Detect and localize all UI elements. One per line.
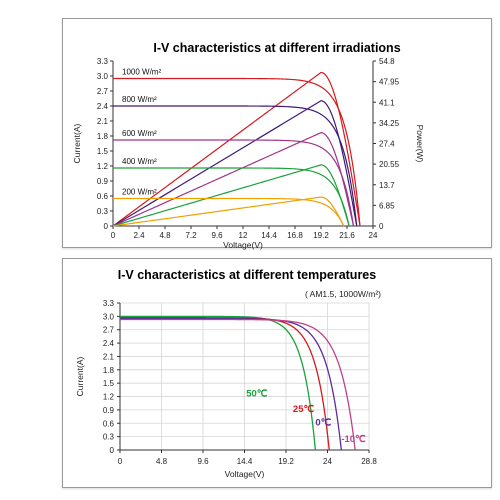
y-axis-label: Current(A) [72, 124, 82, 164]
x-tick-label: 4.8 [156, 457, 168, 466]
y2-tick-label: 54.8 [379, 57, 395, 66]
y-tick-label: 3.0 [97, 72, 109, 81]
x-tick-label: 9.6 [197, 457, 209, 466]
y2-tick-label: 6.85 [379, 201, 395, 210]
x-tick-label: 2.4 [133, 231, 145, 240]
series-label: 600 W/m² [122, 129, 157, 138]
y-tick-label: 1.5 [97, 147, 109, 156]
y-tick-label: 0.9 [97, 177, 109, 186]
y-tick-label: 2.1 [103, 352, 115, 361]
y-tick-label: 2.1 [97, 117, 109, 126]
temperature-curve-series [120, 317, 330, 451]
y-axis-label: Current(A) [75, 357, 85, 397]
x-tick-label: 14.4 [237, 457, 253, 466]
iv-curve-series [113, 77, 361, 227]
power-curve-series [112, 100, 358, 227]
iv-curve-series [113, 139, 355, 227]
series-label: 200 W/m² [122, 188, 157, 197]
y-tick-label: 3.3 [103, 299, 115, 308]
x-tick-label: 4.8 [159, 231, 171, 240]
series-label: 50℃ [246, 389, 268, 400]
x-tick-label: 19.2 [313, 231, 329, 240]
power-curve-series [112, 71, 361, 227]
temperature-chart-panel: I-V characteristics at different tempera… [62, 258, 492, 488]
irradiation-chart: I-V characteristics at different irradia… [72, 41, 425, 250]
y-tick-label: 2.7 [103, 326, 115, 335]
series-label: -10℃ [341, 434, 366, 445]
series-label: 400 W/m² [122, 157, 157, 166]
y-tick-label: 1.2 [103, 393, 115, 402]
x-axis-label: Voltage(V) [225, 469, 265, 479]
iv-curve-series [113, 105, 358, 227]
temperature-chart: I-V characteristics at different tempera… [75, 268, 381, 479]
y2-tick-label: 20.55 [379, 160, 400, 169]
series-label: 800 W/m² [122, 95, 157, 104]
x-tick-label: 21.6 [339, 231, 355, 240]
power-curve-series [112, 132, 355, 227]
x-tick-label: 0 [118, 457, 123, 466]
x-tick-label: 14.4 [261, 231, 277, 240]
y2-tick-label: 0 [379, 222, 384, 231]
temperature-curve-series [120, 317, 342, 451]
x-tick-label: 24 [369, 231, 378, 240]
iv-curve-series [113, 167, 350, 227]
x-tick-label: 16.8 [287, 231, 303, 240]
x-tick-label: 12 [239, 231, 248, 240]
x-tick-label: 28.8 [361, 457, 377, 466]
y-tick-label: 0.6 [97, 192, 109, 201]
y2-tick-label: 27.4 [379, 140, 395, 149]
series-label: 0℃ [315, 418, 331, 429]
x-tick-label: 24 [323, 457, 332, 466]
y-tick-label: 2.7 [97, 87, 109, 96]
series-label: 25℃ [293, 404, 315, 415]
y-tick-label: 1.8 [103, 366, 115, 375]
y-tick-label: 2.4 [103, 339, 115, 348]
y-tick-label: 2.4 [97, 102, 109, 111]
y2-tick-label: 13.7 [379, 181, 395, 190]
x-tick-label: 0 [111, 231, 116, 240]
y-tick-label: 0 [110, 446, 115, 455]
x-axis-label: Voltage(V) [223, 240, 263, 250]
y-tick-label: 0 [104, 222, 109, 231]
iv-curve-series [113, 197, 345, 227]
y-tick-label: 0.9 [103, 406, 115, 415]
chart-title: I-V characteristics at different irradia… [153, 41, 400, 55]
y-tick-label: 3.3 [97, 57, 109, 66]
power-curve-series [112, 164, 350, 227]
chart-subtitle: ( AM1.5, 1000W/m²) [305, 289, 381, 299]
power-curve-series [112, 196, 345, 227]
y-tick-label: 1.5 [103, 379, 115, 388]
y-tick-label: 1.8 [97, 132, 109, 141]
y-tick-label: 0.3 [97, 207, 109, 216]
y-tick-label: 1.2 [97, 162, 109, 171]
y2-tick-label: 41.1 [379, 98, 395, 107]
irradiation-chart-panel: I-V characteristics at different irradia… [62, 18, 492, 250]
series-label: 1000 W/m² [122, 68, 161, 77]
x-tick-label: 9.6 [211, 231, 223, 240]
x-tick-label: 7.2 [185, 231, 197, 240]
y-tick-label: 3.0 [103, 312, 115, 321]
temperature-curve-series [120, 318, 356, 451]
temperature-curve-series [120, 315, 317, 451]
y-tick-label: 0.3 [103, 433, 115, 442]
y2-tick-label: 34.25 [379, 119, 400, 128]
x-tick-label: 19.2 [278, 457, 294, 466]
chart-title: I-V characteristics at different tempera… [118, 268, 376, 282]
y-tick-label: 0.6 [103, 419, 115, 428]
y2-axis-label: Power(W) [415, 125, 425, 163]
y2-tick-label: 47.95 [379, 78, 400, 87]
